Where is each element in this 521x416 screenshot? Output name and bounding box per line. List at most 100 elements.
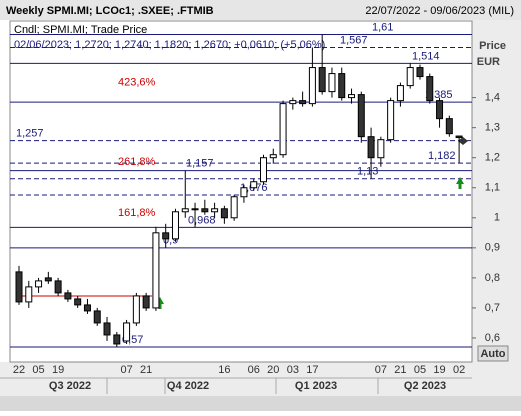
- quarter-label: Q4 2022: [167, 380, 209, 392]
- quarter-label: Q1 2023: [295, 380, 337, 392]
- x-tick-label: 03: [287, 364, 299, 376]
- candle-body: [220, 208, 228, 219]
- level-label: 1,157: [186, 158, 214, 170]
- candle-body: [162, 232, 170, 240]
- candle-body: [103, 322, 111, 336]
- candle-body: [142, 295, 150, 309]
- level-label: 1,13: [357, 166, 378, 178]
- header-bar: [0, 0, 521, 20]
- candle-body: [181, 208, 189, 213]
- x-tick-label: 07: [120, 364, 132, 376]
- candle-body: [436, 100, 444, 120]
- x-tick-label: 19: [52, 364, 64, 376]
- candle-body: [289, 100, 297, 105]
- level-label: 1,182: [428, 150, 456, 162]
- candle-body: [15, 271, 23, 303]
- y-tick-label: 1,2: [485, 152, 500, 164]
- candle-body: [357, 94, 365, 138]
- candle-body: [445, 118, 453, 135]
- candle-body: [191, 208, 199, 211]
- auto-button-label[interactable]: Auto: [480, 348, 505, 360]
- level-label: 1,567: [340, 34, 368, 46]
- x-tick-label: 21: [140, 364, 152, 376]
- y-tick-label: 1,1: [485, 182, 500, 194]
- candle-body: [74, 298, 82, 306]
- signal-arrow: [156, 297, 164, 309]
- candle-body: [44, 277, 52, 282]
- candle-body: [132, 295, 140, 324]
- level-label: 1,514: [412, 50, 440, 62]
- candle-body: [406, 67, 414, 87]
- x-tick-label: 05: [414, 364, 426, 376]
- candle-body: [396, 85, 404, 102]
- y-tick-label: 1,4: [485, 92, 500, 104]
- signal-arrow: [456, 177, 464, 189]
- candle-body: [152, 232, 160, 309]
- candle-body: [113, 334, 121, 345]
- level-label: 1,61: [372, 21, 393, 33]
- candle-body: [348, 94, 356, 99]
- fib-label: 423,6%: [118, 76, 156, 88]
- legend-line: 02/06/2023; 1,2720; 1,2740; 1,1820; 1,26…: [14, 39, 325, 51]
- candle-body: [308, 67, 316, 105]
- candle-body: [83, 304, 91, 312]
- x-tick-label: 17: [306, 364, 318, 376]
- x-tick-label: 19: [433, 364, 445, 376]
- candle-body: [171, 211, 179, 240]
- legend-line: Cndl; SPMI.MI; Trade Price: [14, 24, 147, 36]
- candle-body: [64, 292, 72, 300]
- chart-title: Weekly SPMI.MI; LCOc1; .SXEE; .FTMIB: [6, 5, 214, 17]
- x-tick-label: 07: [375, 364, 387, 376]
- candle-body: [35, 280, 43, 288]
- scrollbar[interactable]: [0, 396, 521, 411]
- candle-body: [426, 76, 434, 102]
- x-tick-label: 20: [267, 364, 279, 376]
- candle-body: [328, 73, 336, 93]
- candle-body: [201, 208, 209, 213]
- candle-body: [240, 187, 248, 198]
- y-tick-label: 0,9: [485, 242, 500, 254]
- x-tick-label: 06: [248, 364, 260, 376]
- y-tick-label: 1: [494, 212, 500, 224]
- price-marker: [458, 137, 468, 145]
- quarter-label: Q3 2022: [49, 380, 91, 392]
- candle-body: [25, 286, 33, 303]
- candle-body: [416, 67, 424, 78]
- candle-body: [299, 100, 307, 105]
- quarter-label: Q2 2023: [404, 380, 446, 392]
- candle-body: [93, 310, 101, 324]
- candle-body: [250, 181, 258, 189]
- candle-body: [387, 100, 395, 141]
- candle-body: [230, 196, 238, 219]
- candle-body: [211, 208, 219, 213]
- fib-label: 161,8%: [118, 207, 156, 219]
- candle-body: [338, 73, 346, 99]
- axis-label: Price: [479, 40, 506, 52]
- candle-body: [455, 135, 463, 139]
- axis-label: EUR: [477, 56, 500, 68]
- candle-body: [123, 322, 131, 342]
- candle-body: [279, 103, 287, 156]
- x-tick-label: 16: [218, 364, 230, 376]
- level-label: 0,968: [188, 214, 216, 226]
- date-range: 22/07/2022 - 09/06/2023 (MIL): [365, 5, 514, 17]
- auto-button[interactable]: [477, 345, 509, 362]
- y-tick-label: 0,7: [485, 302, 500, 314]
- y-tick-label: 0,8: [485, 272, 500, 284]
- candle-body: [367, 136, 375, 159]
- x-tick-label: 05: [32, 364, 44, 376]
- x-tick-label: 02: [453, 364, 465, 376]
- y-tick-label: 1,3: [485, 122, 500, 134]
- y-tick-label: 0,6: [485, 332, 500, 344]
- level-label: 1,257: [16, 127, 44, 139]
- candle-body: [318, 67, 326, 93]
- x-tick-label: 21: [394, 364, 406, 376]
- fib-label: 261,8%: [118, 156, 156, 168]
- candle-body: [54, 280, 62, 294]
- candle-body: [269, 154, 277, 159]
- candle-body: [377, 139, 385, 159]
- candle-body: [260, 157, 267, 183]
- x-tick-label: 22: [13, 364, 25, 376]
